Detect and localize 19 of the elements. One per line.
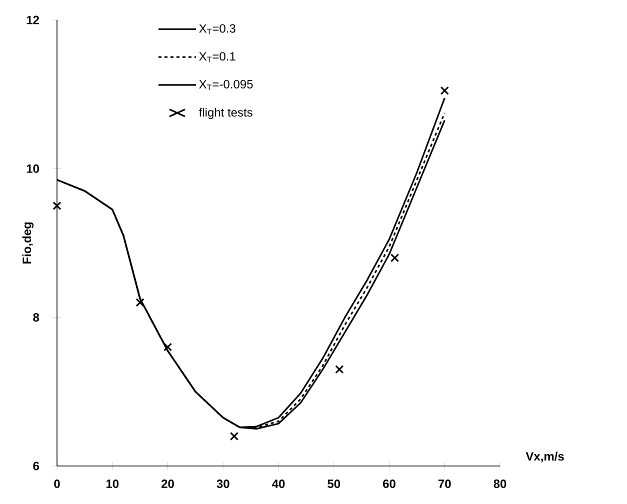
x-tick-label: 20: [162, 480, 174, 488]
legend-label: flight tests: [198, 108, 252, 120]
x-tick-label: 0: [54, 480, 60, 488]
y-tick-label: 6: [33, 462, 40, 470]
x-axis-title: Vx,m/s: [526, 452, 564, 462]
x-tick-label: 30: [216, 480, 230, 488]
y-tick-label: 12: [26, 16, 39, 24]
x-tick-label: 50: [328, 480, 340, 488]
x-tick-label: 70: [438, 480, 451, 488]
x-tick-label: 60: [383, 480, 396, 488]
x-tick-label: 10: [106, 480, 119, 488]
legend-label: X$_{T}$=0.1: [199, 52, 236, 62]
legend-label: X$_{T}$=0.3: [199, 24, 236, 34]
y-tick-label: 8: [33, 313, 40, 322]
y-tick-label: 10: [26, 164, 39, 173]
x-tick-label: 80: [494, 480, 506, 488]
legend-label: X$_{T}$=-0.095: [199, 80, 253, 90]
y-axis-title: Fio,deg: [22, 222, 34, 264]
x-tick-label: 40: [272, 480, 285, 488]
